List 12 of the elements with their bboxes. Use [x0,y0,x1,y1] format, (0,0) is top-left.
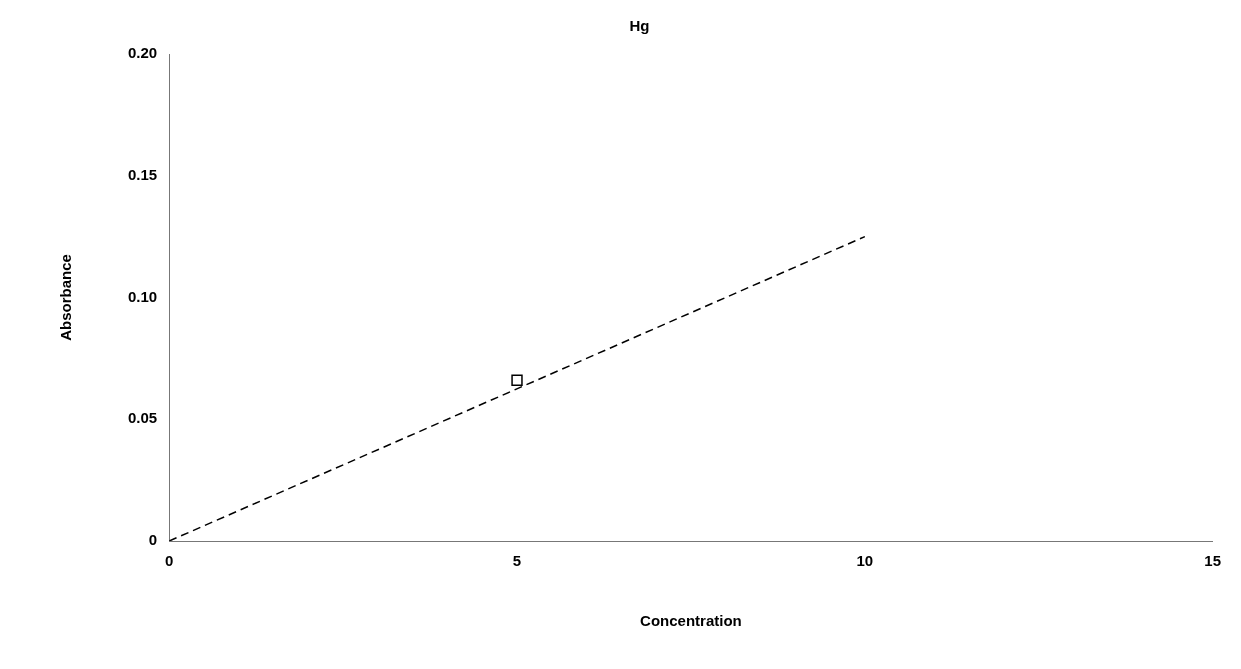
x-axis-title: Concentration [640,612,742,630]
x-tick-label: 0 [165,552,174,570]
y-tick-label: 0 [148,531,158,549]
y-axis-title: Absorbance [57,254,75,341]
y-tick-label: 0.20 [127,44,158,62]
y-tick-label: 0.15 [127,165,158,183]
x-tick-label: 10 [856,552,874,570]
x-tick-label: 5 [512,552,522,570]
y-tick-label: 0.05 [127,409,158,427]
y-tick-label: 0.10 [127,287,158,305]
x-tick-label: 15 [1204,552,1221,570]
chart-title: Hg [629,17,650,35]
